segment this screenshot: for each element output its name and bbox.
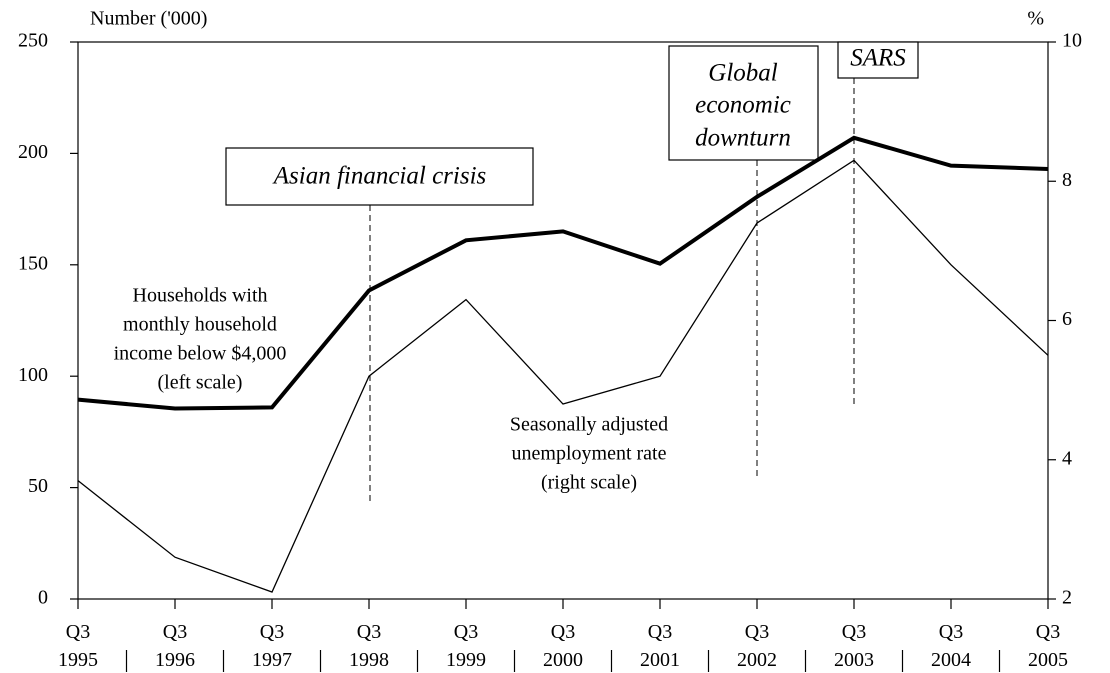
series-label: income below $4,000 [114,343,287,365]
y-tick-label: 250 [18,30,48,52]
y-tick-label: 150 [18,252,48,274]
x-tick-label: Q3 2002 [737,621,777,671]
series-label: Households with [133,285,268,307]
y-axis-label: Number ('000) [90,8,207,30]
x-tick-label: Q3 1999 [446,621,486,671]
annotation: downturn [695,125,791,152]
y2-tick-label: 6 [1062,308,1072,330]
x-tick-label: Q3 2004 [931,621,971,671]
y2-tick-label: 10 [1062,30,1082,52]
series-label: (left scale) [158,372,243,394]
x-tick-label: Q3 1998 [349,621,389,671]
annotation: economic [695,92,791,119]
annotation-box [668,45,819,161]
series-label: monthly household [123,314,277,336]
y-tick-label: 200 [18,141,48,163]
annotation: SARS [850,45,906,72]
series-line [77,135,1049,411]
x-tick-label: Q3 1997 [252,621,292,671]
series-label: unemployment rate [512,443,667,465]
y-tick-label: 100 [18,364,48,386]
annotation: Global [708,60,778,87]
series-label: (right scale) [541,472,637,494]
annotation: Asian financial crisis [272,163,487,190]
x-tick-label: Q3 2001 [640,621,680,671]
annotation-box [837,41,919,79]
series-label: Seasonally adjusted [510,414,668,436]
y2-tick-label: 2 [1062,587,1072,609]
annotation-box [225,147,534,206]
x-tick-label: Q3 2003 [834,621,874,671]
series-line [77,159,1049,593]
x-tick-label: Q3 2000 [543,621,583,671]
x-tick-label: Q3 1995 [58,621,98,671]
y2-tick-label: 4 [1062,447,1072,469]
y2-axis-label: % [1027,8,1044,30]
y-tick-label: 0 [38,587,48,609]
x-tick-label: Q3 2005 [1028,621,1068,671]
y2-tick-label: 8 [1062,169,1072,191]
y-tick-label: 50 [28,475,48,497]
x-tick-label: Q3 1996 [155,621,195,671]
